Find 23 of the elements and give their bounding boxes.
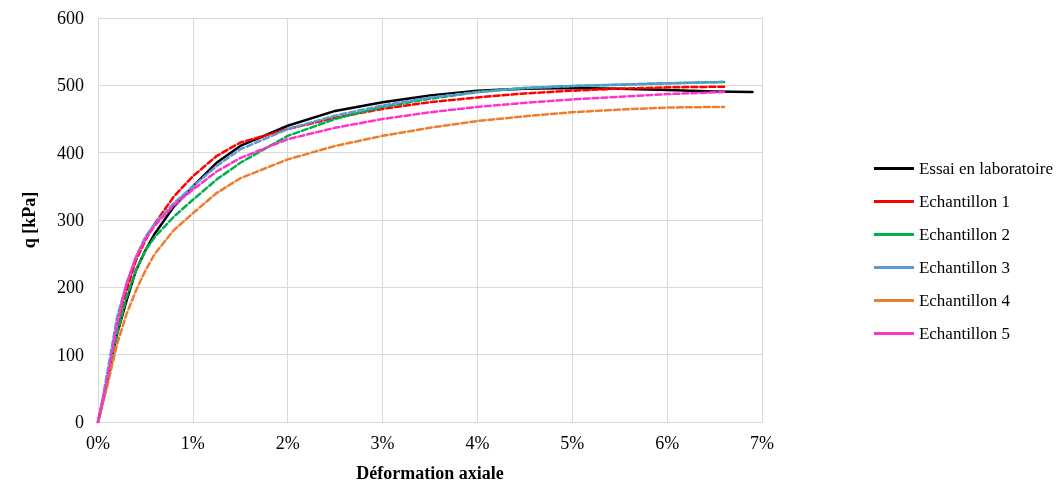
legend-label: Echantillon 5 (918, 324, 1011, 343)
y-tick-label: 300 (57, 210, 84, 230)
y-tick-label: 200 (57, 277, 84, 298)
legend-label: Essai en laboratoire (918, 159, 1053, 178)
legend-label: Echantillon 3 (918, 258, 1011, 277)
x-axis-title: Déformation axiale (356, 463, 504, 483)
x-tick-label: 4% (465, 433, 490, 453)
x-tick-label: 5% (560, 433, 585, 453)
legend-label: Echantillon 4 (918, 291, 1011, 310)
legend-label: Echantillon 2 (918, 225, 1011, 244)
legend-label: Echantillon 1 (918, 192, 1011, 211)
y-tick-label: 600 (57, 8, 84, 28)
y-tick-label: 400 (57, 142, 84, 163)
x-tick-label: 7% (750, 433, 774, 453)
x-tick-label: 1% (180, 433, 205, 453)
x-tick-label: 3% (370, 433, 395, 453)
y-axis-title: q [kPa] (19, 191, 39, 249)
x-tick-label: 6% (655, 433, 680, 453)
y-tick-label: 0 (75, 412, 84, 432)
y-tick-label: 500 (57, 75, 84, 96)
x-tick-label: 0% (86, 433, 110, 453)
y-tick-label: 100 (57, 344, 84, 365)
x-tick-label: 2% (275, 433, 300, 453)
